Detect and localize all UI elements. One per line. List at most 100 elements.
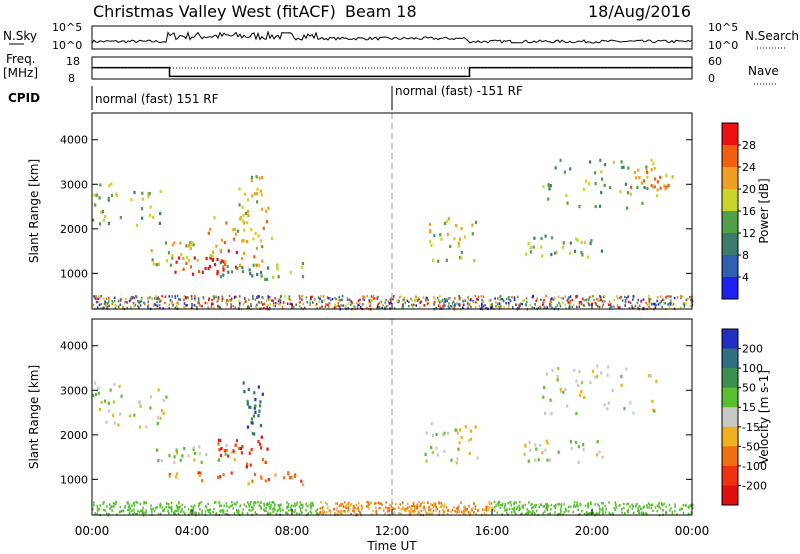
scatter-cell bbox=[460, 256, 463, 260]
x-tick-label: 20:00 bbox=[575, 524, 610, 538]
ground-scatter-cell bbox=[275, 512, 278, 516]
ground-scatter-cell bbox=[233, 502, 236, 506]
ground-scatter-cell bbox=[319, 306, 321, 309]
ground-scatter-cell bbox=[92, 303, 95, 307]
scatter-cell bbox=[204, 266, 207, 270]
ground-scatter-cell bbox=[344, 304, 347, 307]
ground-scatter-cell bbox=[681, 507, 683, 511]
ground-scatter-cell bbox=[308, 302, 311, 305]
ground-scatter-cell bbox=[423, 501, 425, 504]
ground-scatter-cell bbox=[366, 295, 368, 298]
scatter-cell bbox=[458, 441, 461, 445]
ground-scatter-cell bbox=[621, 508, 623, 511]
ground-scatter-cell bbox=[135, 295, 138, 299]
ground-scatter-cell bbox=[416, 512, 419, 516]
ground-scatter-cell bbox=[447, 509, 449, 512]
ground-scatter-cell bbox=[137, 305, 139, 308]
ground-scatter-cell bbox=[250, 304, 252, 307]
scatter-cell bbox=[620, 374, 623, 379]
scatter-cell bbox=[525, 252, 528, 256]
ground-scatter-cell bbox=[549, 299, 552, 303]
ground-scatter-cell bbox=[412, 501, 415, 504]
scatter-cell bbox=[138, 401, 141, 405]
ground-scatter-cell bbox=[158, 297, 161, 301]
ground-scatter-cell bbox=[278, 298, 280, 301]
scatter-cell bbox=[523, 452, 526, 456]
scatter-cell bbox=[158, 221, 161, 225]
ground-scatter-cell bbox=[642, 298, 645, 301]
ground-scatter-cell bbox=[171, 304, 174, 307]
ground-scatter-cell bbox=[213, 297, 215, 300]
ground-scatter-cell bbox=[427, 298, 429, 302]
ground-scatter-cell bbox=[528, 501, 530, 504]
ground-scatter-cell bbox=[337, 510, 340, 513]
scatter-cell bbox=[232, 449, 235, 453]
ground-scatter-cell bbox=[201, 512, 203, 515]
ground-scatter-cell bbox=[355, 507, 357, 510]
ground-scatter-cell bbox=[668, 509, 671, 512]
ground-scatter-cell bbox=[347, 307, 350, 310]
ground-scatter-cell bbox=[221, 295, 223, 298]
ground-scatter-cell bbox=[638, 511, 640, 514]
scatter-cell bbox=[97, 391, 100, 395]
scatter-cell bbox=[141, 216, 144, 220]
ground-scatter-cell bbox=[334, 304, 336, 307]
ground-scatter-cell bbox=[269, 512, 272, 515]
ground-scatter-cell bbox=[226, 513, 228, 516]
ground-scatter-cell bbox=[467, 304, 469, 307]
scatter-cell bbox=[425, 459, 428, 463]
ground-scatter-cell bbox=[615, 506, 618, 509]
ground-scatter-cell bbox=[165, 502, 168, 505]
ground-scatter-cell bbox=[97, 297, 99, 301]
ground-scatter-cell bbox=[197, 297, 200, 300]
ground-scatter-cell bbox=[600, 296, 602, 299]
ground-scatter-cell bbox=[356, 306, 359, 309]
ground-scatter-cell bbox=[279, 298, 282, 302]
ground-scatter-cell bbox=[657, 303, 660, 306]
scatter-cell bbox=[659, 175, 662, 179]
scatter-cell bbox=[227, 249, 230, 253]
ground-scatter-cell bbox=[396, 299, 399, 302]
ground-scatter-cell bbox=[95, 295, 97, 298]
ground-scatter-cell bbox=[499, 295, 501, 298]
scatter-cell bbox=[250, 417, 253, 421]
ground-scatter-cell bbox=[230, 297, 233, 300]
ground-scatter-cell bbox=[342, 505, 345, 508]
ground-scatter-cell bbox=[328, 302, 331, 305]
ground-scatter-cell bbox=[504, 509, 506, 512]
scatter-cell bbox=[246, 425, 250, 429]
ground-scatter-cell bbox=[618, 504, 621, 507]
ground-scatter-cell bbox=[498, 302, 501, 305]
ground-scatter-cell bbox=[92, 508, 94, 511]
ground-scatter-cell bbox=[445, 298, 448, 301]
ground-scatter-cell bbox=[422, 296, 425, 299]
scatter-cell bbox=[230, 450, 233, 454]
ground-scatter-cell bbox=[648, 302, 651, 306]
scatter-cell bbox=[565, 193, 568, 197]
power-scatter-cells bbox=[92, 158, 694, 311]
ground-scatter-cell bbox=[387, 510, 389, 513]
ground-scatter-cell bbox=[346, 296, 349, 300]
ground-scatter-cell bbox=[233, 512, 236, 515]
scatter-cell bbox=[473, 259, 476, 263]
ground-scatter-cell bbox=[279, 509, 282, 513]
ground-scatter-cell bbox=[510, 504, 513, 507]
nsearch-label: N.Search bbox=[745, 29, 799, 43]
scatter-cell bbox=[607, 401, 610, 405]
ground-scatter-cell bbox=[678, 508, 681, 511]
ground-scatter-cell bbox=[531, 502, 533, 506]
ground-scatter-cell bbox=[256, 303, 258, 307]
ground-scatter-cell bbox=[228, 506, 230, 509]
scatter-cell bbox=[253, 391, 256, 395]
ground-scatter-cell bbox=[474, 305, 477, 309]
ground-scatter-cell bbox=[665, 511, 667, 515]
ground-scatter-cell bbox=[250, 509, 252, 512]
ground-scatter-cell bbox=[581, 509, 583, 513]
colorbar-tick-label: 28 bbox=[742, 139, 756, 152]
ground-scatter-cell bbox=[174, 295, 176, 298]
ground-scatter-cell bbox=[156, 304, 159, 307]
scatter-cell bbox=[260, 446, 263, 450]
ground-scatter-cell bbox=[598, 512, 600, 515]
scatter-cell bbox=[545, 372, 549, 376]
